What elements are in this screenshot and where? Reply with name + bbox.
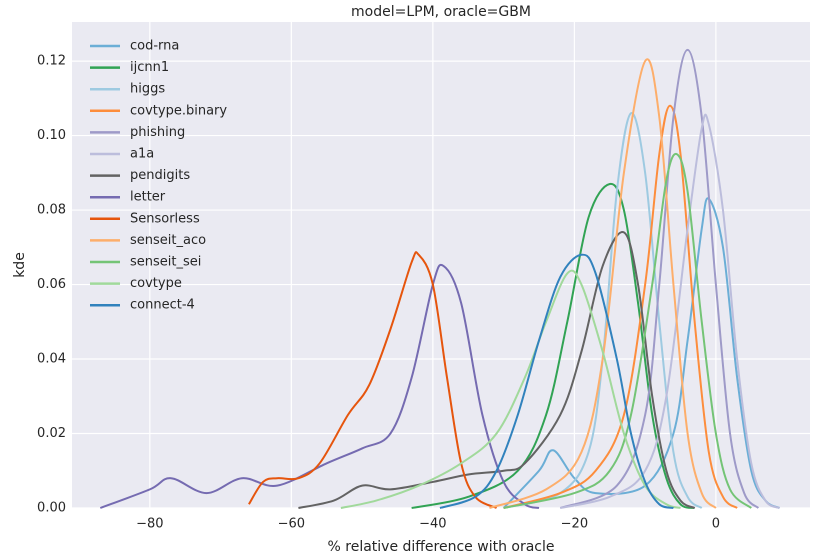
y-tick-label: 0.08 bbox=[37, 203, 66, 218]
legend-label: Sensorless bbox=[130, 211, 200, 226]
kde-line bbox=[502, 197, 781, 509]
y-tick-label: 0.12 bbox=[37, 54, 66, 69]
kde-line bbox=[560, 113, 781, 509]
legend-label: pendigits bbox=[130, 168, 190, 183]
y-tick-label: 0.10 bbox=[37, 128, 66, 143]
x-axis-label: % relative difference with oracle bbox=[328, 539, 555, 555]
legend-label: connect-4 bbox=[130, 298, 195, 313]
x-tick-label: −40 bbox=[419, 517, 446, 532]
y-tick-label: 0.06 bbox=[37, 277, 66, 292]
legend-label: ijcnn1 bbox=[130, 60, 169, 75]
kde-line bbox=[439, 253, 674, 509]
kde-line bbox=[489, 58, 717, 509]
kde-line bbox=[559, 48, 760, 509]
legend-label: covtype bbox=[130, 276, 182, 291]
kde-line bbox=[99, 263, 540, 509]
kde-line bbox=[298, 231, 696, 509]
legend-label: higgs bbox=[130, 82, 165, 97]
y-tick-label: 0.04 bbox=[37, 352, 66, 367]
legend-label: senseit_aco bbox=[130, 233, 206, 248]
kde-line bbox=[248, 251, 498, 509]
legend-label: a1a bbox=[130, 147, 154, 162]
kde-line bbox=[503, 104, 738, 509]
legend-label: covtype.binary bbox=[130, 103, 227, 118]
legend-label: senseit_sei bbox=[130, 255, 201, 270]
x-tick-label: −80 bbox=[136, 517, 163, 532]
kde-line bbox=[503, 112, 703, 509]
kde-line bbox=[340, 269, 681, 509]
kde-line bbox=[503, 152, 752, 509]
legend-label: cod-rna bbox=[130, 39, 179, 54]
y-tick-label: 0.02 bbox=[37, 426, 66, 441]
y-axis-label: kde bbox=[12, 252, 28, 278]
y-tick-label: 0.00 bbox=[37, 501, 66, 516]
x-tick-label: −60 bbox=[278, 517, 305, 532]
chart-title: model=LPM, oracle=GBM bbox=[351, 4, 531, 20]
legend-label: phishing bbox=[130, 125, 185, 140]
x-tick-label: −20 bbox=[561, 517, 588, 532]
legend-label: letter bbox=[130, 190, 166, 205]
x-tick-label: 0 bbox=[712, 517, 720, 532]
